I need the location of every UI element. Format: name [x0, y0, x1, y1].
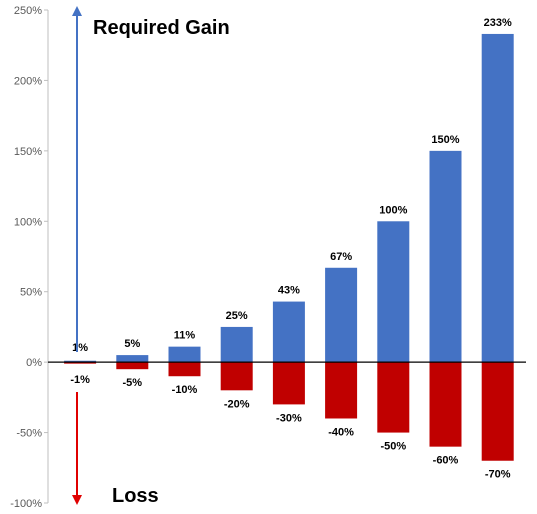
gain-data-label: 1%: [72, 342, 88, 354]
loss-bar: [220, 362, 253, 391]
y-tick-label: 100%: [14, 216, 42, 228]
gain-bar: [220, 326, 253, 363]
gain-bar: [481, 33, 514, 363]
gain-bar: [272, 301, 305, 363]
gain-data-label: 150%: [431, 134, 459, 146]
gain-data-label: 43%: [278, 285, 300, 297]
y-tick-label: -100%: [10, 498, 42, 510]
annotations: Required Gain Loss: [72, 6, 230, 507]
loss-bar: [272, 362, 305, 405]
loss-bar: [481, 362, 514, 461]
y-tick-label: 250%: [14, 5, 42, 17]
y-tick-label: 50%: [20, 287, 42, 299]
loss-data-label: -30%: [276, 412, 302, 424]
data-labels: 1% 5% 11% 25% 43% 67% 100% 150% 233% -1% -5% -10% -2…: [70, 17, 512, 481]
bars: [64, 33, 514, 461]
loss-data-label: -1%: [70, 374, 90, 386]
loss-bar: [64, 362, 97, 364]
y-tick-label: -50%: [16, 428, 42, 440]
loss-bar: [429, 362, 462, 447]
gain-bar: [377, 221, 410, 363]
loss-label: Loss: [112, 485, 159, 507]
gain-bar: [64, 360, 97, 363]
loss-bar: [116, 362, 149, 370]
gain-bar: [429, 150, 462, 363]
loss-data-label: -60%: [433, 455, 459, 467]
y-axis: 250% 200% 150% 100% 50% 0% -50% -100%: [10, 5, 49, 510]
loss-data-label: -50%: [380, 441, 406, 453]
gain-data-label: 11%: [174, 330, 196, 342]
loss-bar: [325, 362, 358, 419]
loss-data-label: -40%: [328, 426, 354, 438]
gain-bar: [116, 355, 149, 363]
y-tick-label: 150%: [14, 146, 42, 158]
loss-data-label: -70%: [485, 469, 511, 481]
gain-bar: [325, 267, 358, 363]
y-tick-label: 200%: [14, 75, 42, 87]
loss-data-label: -20%: [224, 398, 250, 410]
loss-bar: [377, 362, 410, 433]
gain-data-label: 25%: [226, 310, 248, 322]
loss-data-label: -10%: [172, 384, 198, 396]
gain-data-label: 233%: [484, 17, 512, 29]
y-tick-label: 0%: [26, 357, 42, 369]
required-gain-label: Required Gain: [93, 17, 230, 39]
gain-data-label: 5%: [124, 338, 140, 350]
gain-bar: [168, 346, 201, 363]
loss-bar: [168, 362, 201, 377]
gain-data-label: 100%: [379, 204, 407, 216]
gain-data-label: 67%: [330, 251, 352, 263]
loss-data-label: -5%: [123, 377, 143, 389]
